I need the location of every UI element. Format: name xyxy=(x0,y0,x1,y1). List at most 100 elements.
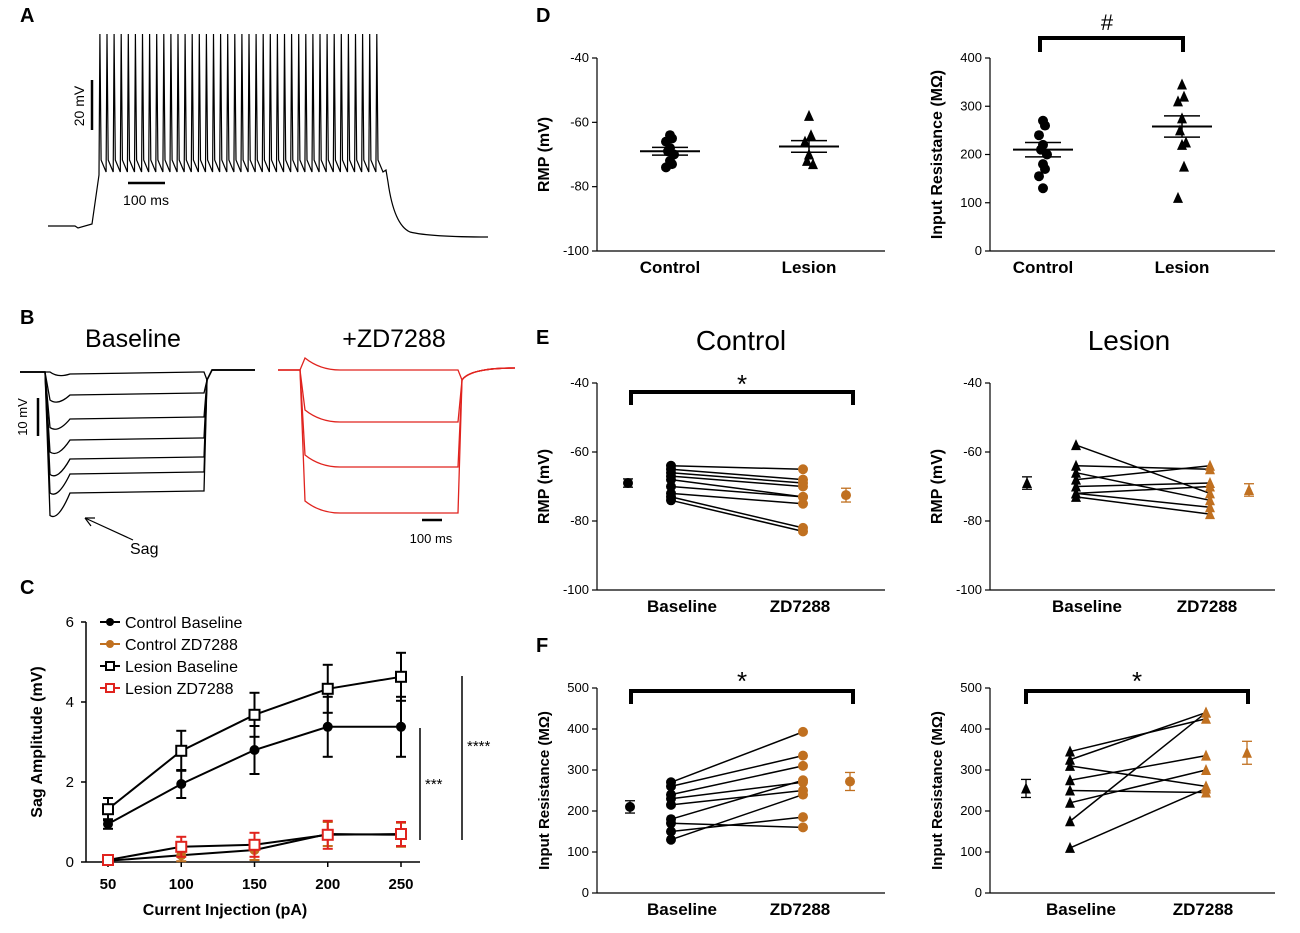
baseline-trace xyxy=(20,369,255,477)
panel-f-label: F xyxy=(536,635,548,657)
x-tick-label: Baseline xyxy=(1046,900,1116,919)
pair-line xyxy=(1075,485,1211,495)
y-axis-title: RMP (mV) xyxy=(536,117,553,192)
pair-line xyxy=(1069,765,1207,788)
data-point xyxy=(248,708,261,721)
y-tick-label: 200 xyxy=(960,803,982,818)
panel-e-label: E xyxy=(536,327,549,349)
panel-b-baseline-traces xyxy=(20,369,255,518)
y-axis-title: RMP (mV) xyxy=(929,449,946,524)
data-point xyxy=(321,828,334,841)
legend-marker xyxy=(105,661,115,671)
data-point xyxy=(395,670,407,683)
baseline-point xyxy=(1065,753,1075,765)
zd7288-point xyxy=(1205,487,1215,499)
legend-label: Control ZD7288 xyxy=(125,637,238,654)
y-tick-label: 100 xyxy=(960,844,982,859)
panel-f-control-chart: 0 100 200 300 400 500 Baseline ZD7288 Input Resi… xyxy=(536,680,885,919)
panel-b-drug-traces xyxy=(278,356,516,514)
x-tick-label: 50 xyxy=(100,876,117,893)
data-point xyxy=(102,854,114,866)
baseline-point xyxy=(1065,759,1075,771)
sag-label: Sag xyxy=(130,541,158,558)
pair-line xyxy=(670,471,804,484)
x-tick-label: Lesion xyxy=(1155,258,1210,277)
x-axis-title: Current Injection (pA) xyxy=(143,902,307,919)
pair-line xyxy=(670,492,804,505)
data-point xyxy=(661,162,671,173)
pair-line xyxy=(670,789,804,806)
pair-line xyxy=(670,822,804,829)
y-tick-label: 200 xyxy=(567,803,589,818)
panel-e-lesion-chart: -40 -60 -80 -100 Baseline ZD7288 RMP (mV) xyxy=(929,375,1275,616)
baseline-point xyxy=(1071,466,1081,478)
zd7288-point xyxy=(798,812,808,823)
zd7288-point xyxy=(798,464,808,475)
panel-d-label: D xyxy=(536,5,550,27)
panel-f-lesion-chart: 0 100 200 300 400 500 Baseline ZD7288 Input Resi… xyxy=(929,680,1275,919)
baseline-point xyxy=(666,474,676,485)
zd7288-point xyxy=(1201,764,1211,775)
y-tick-label: 500 xyxy=(960,680,982,695)
y-tick-label: -80 xyxy=(963,513,982,528)
panel-f-sig-right: * xyxy=(1132,666,1142,696)
panel-c-sig-outer: **** xyxy=(467,738,491,755)
baseline-point xyxy=(1071,439,1081,451)
y-tick-label: -80 xyxy=(570,179,589,194)
x-tick-label: Baseline xyxy=(1052,597,1122,616)
zd7288-point xyxy=(798,775,808,786)
sag-arrow-line xyxy=(84,517,134,541)
panel-d-resistance-chart: 0 100 200 300 400 Control Lesion Input Resistan… xyxy=(929,50,1275,277)
mean-point xyxy=(625,801,635,812)
data-point xyxy=(1177,78,1187,90)
panel-e-control-title: Control xyxy=(696,325,786,356)
x-tick-label: Lesion xyxy=(782,258,837,277)
legend-label: Lesion ZD7288 xyxy=(125,681,234,698)
panel-a-scale-t-label: 100 ms xyxy=(123,192,169,208)
legend-marker xyxy=(105,683,115,693)
zd7288-trace xyxy=(278,356,516,382)
y-tick-label: 300 xyxy=(567,762,589,777)
panel-b-scale-t-label: 100 ms xyxy=(410,531,453,546)
panel-b-scale-v-label: 10 mV xyxy=(15,398,30,436)
data-point xyxy=(1040,120,1050,131)
pair-line xyxy=(670,816,804,833)
zd7288-point xyxy=(1205,508,1215,520)
zd7288-trace xyxy=(278,367,516,423)
panel-e-sig: * xyxy=(737,369,747,399)
baseline-point xyxy=(1071,480,1081,492)
pair-line xyxy=(670,499,804,533)
y-tick-label: -40 xyxy=(570,375,589,390)
baseline-point xyxy=(1071,490,1081,502)
zd7288-point xyxy=(1201,712,1211,724)
zd7288-point xyxy=(798,726,808,737)
y-tick-label: 200 xyxy=(960,147,982,162)
baseline-trace xyxy=(20,369,255,382)
data-point xyxy=(322,721,333,732)
data-point xyxy=(103,819,113,829)
zd7288-point xyxy=(1201,706,1211,718)
data-point xyxy=(1179,90,1189,102)
y-tick-label: -60 xyxy=(963,444,982,459)
panel-c-label: C xyxy=(20,577,34,599)
data-point xyxy=(1034,171,1044,182)
pair-line xyxy=(1075,444,1211,495)
zd7288-trace xyxy=(278,367,516,468)
x-tick-label: ZD7288 xyxy=(1177,597,1237,616)
pair-line xyxy=(670,496,804,529)
panel-f-sig-bracket-right xyxy=(1024,689,1250,704)
pair-line xyxy=(1075,482,1211,488)
y-tick-label: 6 xyxy=(66,614,74,631)
y-tick-label: -100 xyxy=(956,582,982,597)
y-tick-label: 0 xyxy=(975,243,982,258)
y-tick-label: -60 xyxy=(570,444,589,459)
data-point xyxy=(804,109,814,121)
pair-line xyxy=(670,731,804,784)
sag-arrow-head-icon xyxy=(84,517,95,527)
data-point xyxy=(802,154,812,166)
x-tick-label: 250 xyxy=(388,876,413,893)
y-tick-label: 400 xyxy=(960,721,982,736)
y-tick-label: -100 xyxy=(563,243,589,258)
baseline-point xyxy=(1065,841,1075,853)
y-tick-label: 100 xyxy=(960,195,982,210)
